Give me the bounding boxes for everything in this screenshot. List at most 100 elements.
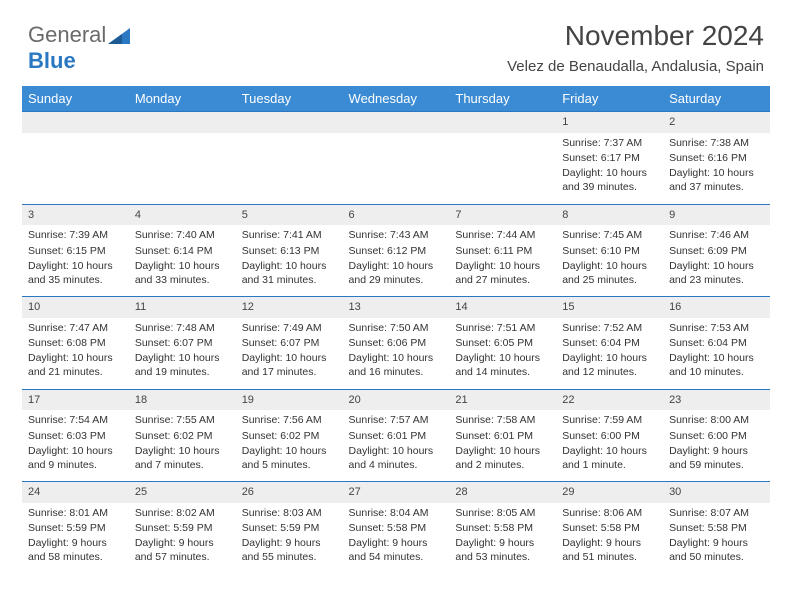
sunset-text: Sunset: 6:15 PM — [28, 244, 123, 258]
day-data-cell: Sunrise: 8:07 AMSunset: 5:58 PMDaylight:… — [663, 503, 770, 574]
daylight-text: Daylight: 9 hours and 59 minutes. — [669, 444, 764, 472]
sunset-text: Sunset: 6:00 PM — [562, 429, 657, 443]
day-number-cell: 17 — [22, 389, 129, 410]
day-number-cell: 4 — [129, 204, 236, 225]
sunset-text: Sunset: 6:08 PM — [28, 336, 123, 350]
sunrise-text: Sunrise: 7:39 AM — [28, 228, 123, 242]
day-data-cell: Sunrise: 7:58 AMSunset: 6:01 PMDaylight:… — [449, 410, 556, 481]
day-number-cell — [449, 112, 556, 133]
day-data-cell: Sunrise: 8:04 AMSunset: 5:58 PMDaylight:… — [343, 503, 450, 574]
daylight-text: Daylight: 10 hours and 37 minutes. — [669, 166, 764, 194]
day-data-cell: Sunrise: 7:46 AMSunset: 6:09 PMDaylight:… — [663, 225, 770, 296]
sunset-text: Sunset: 6:12 PM — [349, 244, 444, 258]
weekday-header: Friday — [556, 86, 663, 112]
sunrise-text: Sunrise: 7:52 AM — [562, 321, 657, 335]
header: November 2024 Velez de Benaudalla, Andal… — [507, 20, 764, 75]
sunrise-text: Sunrise: 7:59 AM — [562, 413, 657, 427]
daylight-text: Daylight: 10 hours and 31 minutes. — [242, 259, 337, 287]
sunrise-text: Sunrise: 7:44 AM — [455, 228, 550, 242]
sunrise-text: Sunrise: 7:48 AM — [135, 321, 230, 335]
sunrise-text: Sunrise: 8:03 AM — [242, 506, 337, 520]
sunrise-text: Sunrise: 8:05 AM — [455, 506, 550, 520]
sunrise-text: Sunrise: 7:53 AM — [669, 321, 764, 335]
sunset-text: Sunset: 5:59 PM — [135, 521, 230, 535]
sunset-text: Sunset: 6:01 PM — [349, 429, 444, 443]
sunset-text: Sunset: 5:58 PM — [669, 521, 764, 535]
day-number-cell: 28 — [449, 482, 556, 503]
day-data-cell: Sunrise: 7:49 AMSunset: 6:07 PMDaylight:… — [236, 318, 343, 389]
sunrise-text: Sunrise: 7:58 AM — [455, 413, 550, 427]
sunset-text: Sunset: 6:05 PM — [455, 336, 550, 350]
daylight-text: Daylight: 10 hours and 14 minutes. — [455, 351, 550, 379]
daylight-text: Daylight: 10 hours and 23 minutes. — [669, 259, 764, 287]
daylight-text: Daylight: 10 hours and 39 minutes. — [562, 166, 657, 194]
sunrise-text: Sunrise: 7:37 AM — [562, 136, 657, 150]
sunrise-text: Sunrise: 7:56 AM — [242, 413, 337, 427]
day-number-cell: 7 — [449, 204, 556, 225]
sunrise-text: Sunrise: 7:47 AM — [28, 321, 123, 335]
day-data-cell: Sunrise: 8:02 AMSunset: 5:59 PMDaylight:… — [129, 503, 236, 574]
day-number-row: 10111213141516 — [22, 297, 770, 318]
sunset-text: Sunset: 6:17 PM — [562, 151, 657, 165]
sunset-text: Sunset: 6:10 PM — [562, 244, 657, 258]
weekday-header: Wednesday — [343, 86, 450, 112]
page-title: November 2024 — [507, 20, 764, 52]
sunrise-text: Sunrise: 7:54 AM — [28, 413, 123, 427]
weekday-header: Monday — [129, 86, 236, 112]
day-data-cell: Sunrise: 7:57 AMSunset: 6:01 PMDaylight:… — [343, 410, 450, 481]
day-data-cell: Sunrise: 7:54 AMSunset: 6:03 PMDaylight:… — [22, 410, 129, 481]
day-data-cell: Sunrise: 7:59 AM Sunset: 6:00 PMDaylight:… — [556, 410, 663, 481]
sunset-text: Sunset: 6:07 PM — [135, 336, 230, 350]
day-number-cell: 13 — [343, 297, 450, 318]
day-number-cell: 9 — [663, 204, 770, 225]
day-data-cell: Sunrise: 8:06 AMSunset: 5:58 PMDaylight:… — [556, 503, 663, 574]
daylight-text: Daylight: 10 hours and 35 minutes. — [28, 259, 123, 287]
daylight-text: Daylight: 9 hours and 57 minutes. — [135, 536, 230, 564]
daylight-text: Daylight: 10 hours and 19 minutes. — [135, 351, 230, 379]
sunset-text: Sunset: 5:58 PM — [562, 521, 657, 535]
sunset-text: Sunset: 6:09 PM — [669, 244, 764, 258]
daylight-text: Daylight: 10 hours and 10 minutes. — [669, 351, 764, 379]
day-data-cell — [22, 133, 129, 204]
weekday-header: Thursday — [449, 86, 556, 112]
day-number-cell: 18 — [129, 389, 236, 410]
daylight-text: Daylight: 10 hours and 21 minutes. — [28, 351, 123, 379]
day-number-cell: 19 — [236, 389, 343, 410]
day-data-cell: Sunrise: 7:56 AMSunset: 6:02 PMDaylight:… — [236, 410, 343, 481]
day-number-cell: 3 — [22, 204, 129, 225]
sunset-text: Sunset: 6:03 PM — [28, 429, 123, 443]
day-data-cell: Sunrise: 7:47 AMSunset: 6:08 PMDaylight:… — [22, 318, 129, 389]
day-data-cell: Sunrise: 7:44 AMSunset: 6:11 PMDaylight:… — [449, 225, 556, 296]
daylight-text: Daylight: 9 hours and 50 minutes. — [669, 536, 764, 564]
day-data-cell: Sunrise: 7:45 AMSunset: 6:10 PMDaylight:… — [556, 225, 663, 296]
sunrise-text: Sunrise: 8:02 AM — [135, 506, 230, 520]
sunset-text: Sunset: 5:59 PM — [28, 521, 123, 535]
sunset-text: Sunset: 6:14 PM — [135, 244, 230, 258]
day-number-row: 17181920212223 — [22, 389, 770, 410]
daylight-text: Daylight: 10 hours and 12 minutes. — [562, 351, 657, 379]
day-number-cell — [22, 112, 129, 133]
day-data-cell: Sunrise: 7:41 AMSunset: 6:13 PMDaylight:… — [236, 225, 343, 296]
sunset-text: Sunset: 6:04 PM — [669, 336, 764, 350]
sunset-text: Sunset: 6:06 PM — [349, 336, 444, 350]
day-number-cell: 26 — [236, 482, 343, 503]
day-number-cell: 22 — [556, 389, 663, 410]
day-data-row: Sunrise: 7:54 AM Sunset: 6:03 PM Daylight:… — [22, 410, 770, 481]
sunrise-text: Sunrise: 7:40 AM — [135, 228, 230, 242]
sunrise-text: Sunrise: 7:51 AM — [455, 321, 550, 335]
daylight-text: Daylight: 10 hours and 2 minutes. — [455, 444, 550, 472]
daylight-text: Daylight: 10 hours and 1 minute. — [562, 444, 657, 472]
day-data-cell: Sunrise: 7:37 AMSunset: 6:17 PMDaylight:… — [556, 133, 663, 204]
sunset-text: Sunset: 5:58 PM — [455, 521, 550, 535]
day-data-cell: Sunrise: 7:55 AMSunset: 6:02 PMDaylight:… — [129, 410, 236, 481]
day-data-cell: Sunrise: 7:48 AMSunset: 6:07 PMDaylight:… — [129, 318, 236, 389]
day-number-cell: 14 — [449, 297, 556, 318]
sunset-text: Sunset: 6:11 PM — [455, 244, 550, 258]
daylight-text: Daylight: 10 hours and 16 minutes. — [349, 351, 444, 379]
sunrise-text: Sunrise: 8:00 AM — [669, 413, 764, 427]
day-number-cell: 29 — [556, 482, 663, 503]
day-data-cell — [343, 133, 450, 204]
day-number-cell: 20 — [343, 389, 450, 410]
logo-sail-icon — [108, 28, 130, 44]
sunrise-text: Sunrise: 7:49 AM — [242, 321, 337, 335]
